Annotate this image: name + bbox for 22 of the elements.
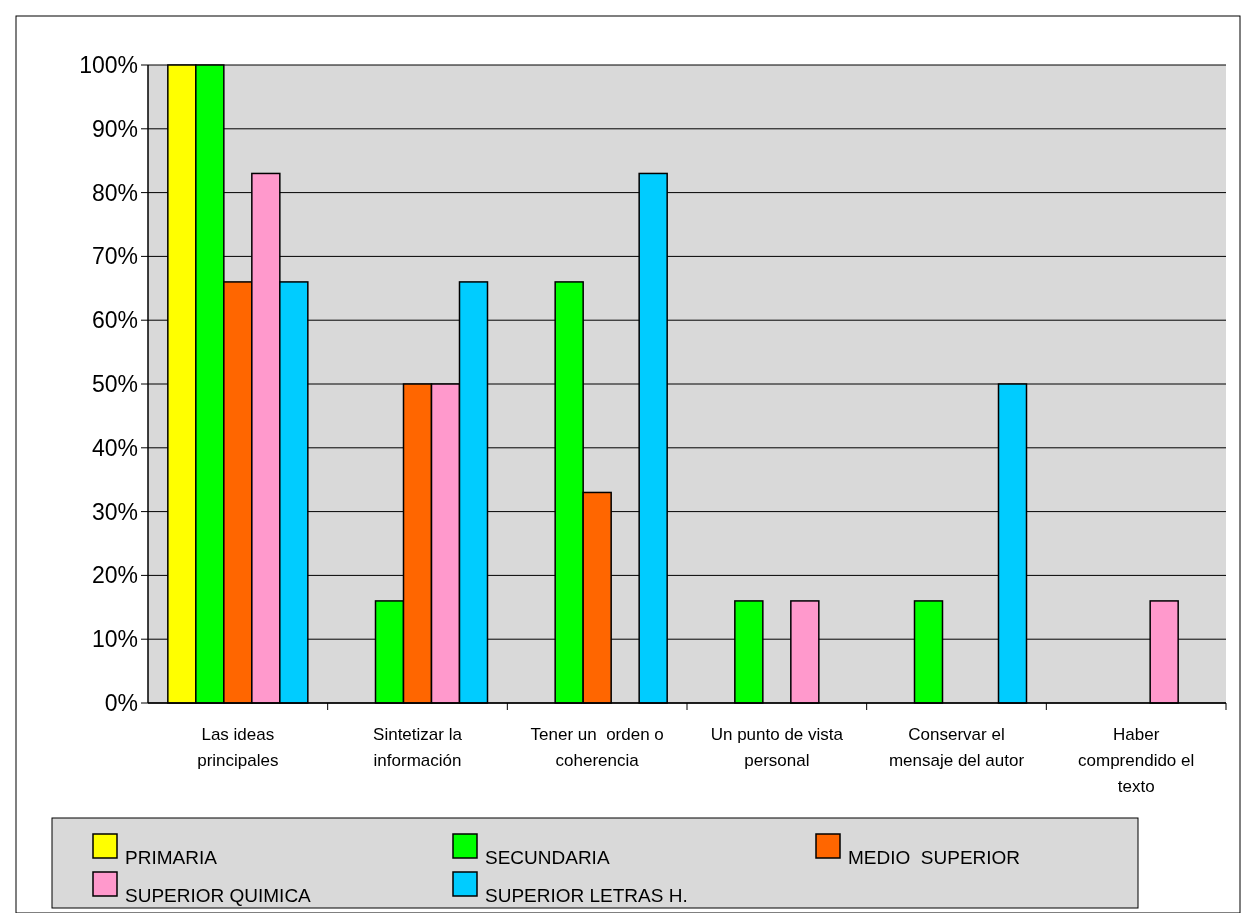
legend-label: SECUNDARIA [485, 847, 610, 868]
y-tick-label: 100% [79, 52, 138, 79]
x-tick-label: Las ideas principales [197, 725, 279, 770]
x-tick-label: Sintetizar la información [373, 725, 463, 770]
y-tick-label: 60% [91, 307, 138, 334]
y-tick-label: 0% [104, 690, 138, 717]
legend-label: SUPERIOR LETRAS H. [485, 885, 688, 906]
x-tick-label: Tener un orden o coherencia [530, 725, 664, 770]
y-tick-label: 80% [91, 179, 138, 206]
y-tick-label: 20% [91, 562, 138, 589]
legend-label: PRIMARIA [125, 847, 218, 868]
x-tick-label: Un punto de vista personal [710, 725, 844, 770]
y-tick-label: 10% [91, 626, 138, 653]
y-tick-label: 90% [91, 115, 138, 142]
y-tick-label: 50% [91, 371, 138, 398]
legend-label: SUPERIOR QUIMICA [125, 885, 312, 906]
legend-label: MEDIO SUPERIOR [848, 847, 1021, 868]
y-tick-label: 40% [91, 434, 138, 461]
x-tick-label: Conservar el mensaje del autor [888, 725, 1025, 770]
y-tick-label: 70% [91, 243, 138, 270]
y-tick-label: 30% [91, 498, 138, 525]
x-tick-label: Haber comprendido el texto [1078, 725, 1195, 796]
